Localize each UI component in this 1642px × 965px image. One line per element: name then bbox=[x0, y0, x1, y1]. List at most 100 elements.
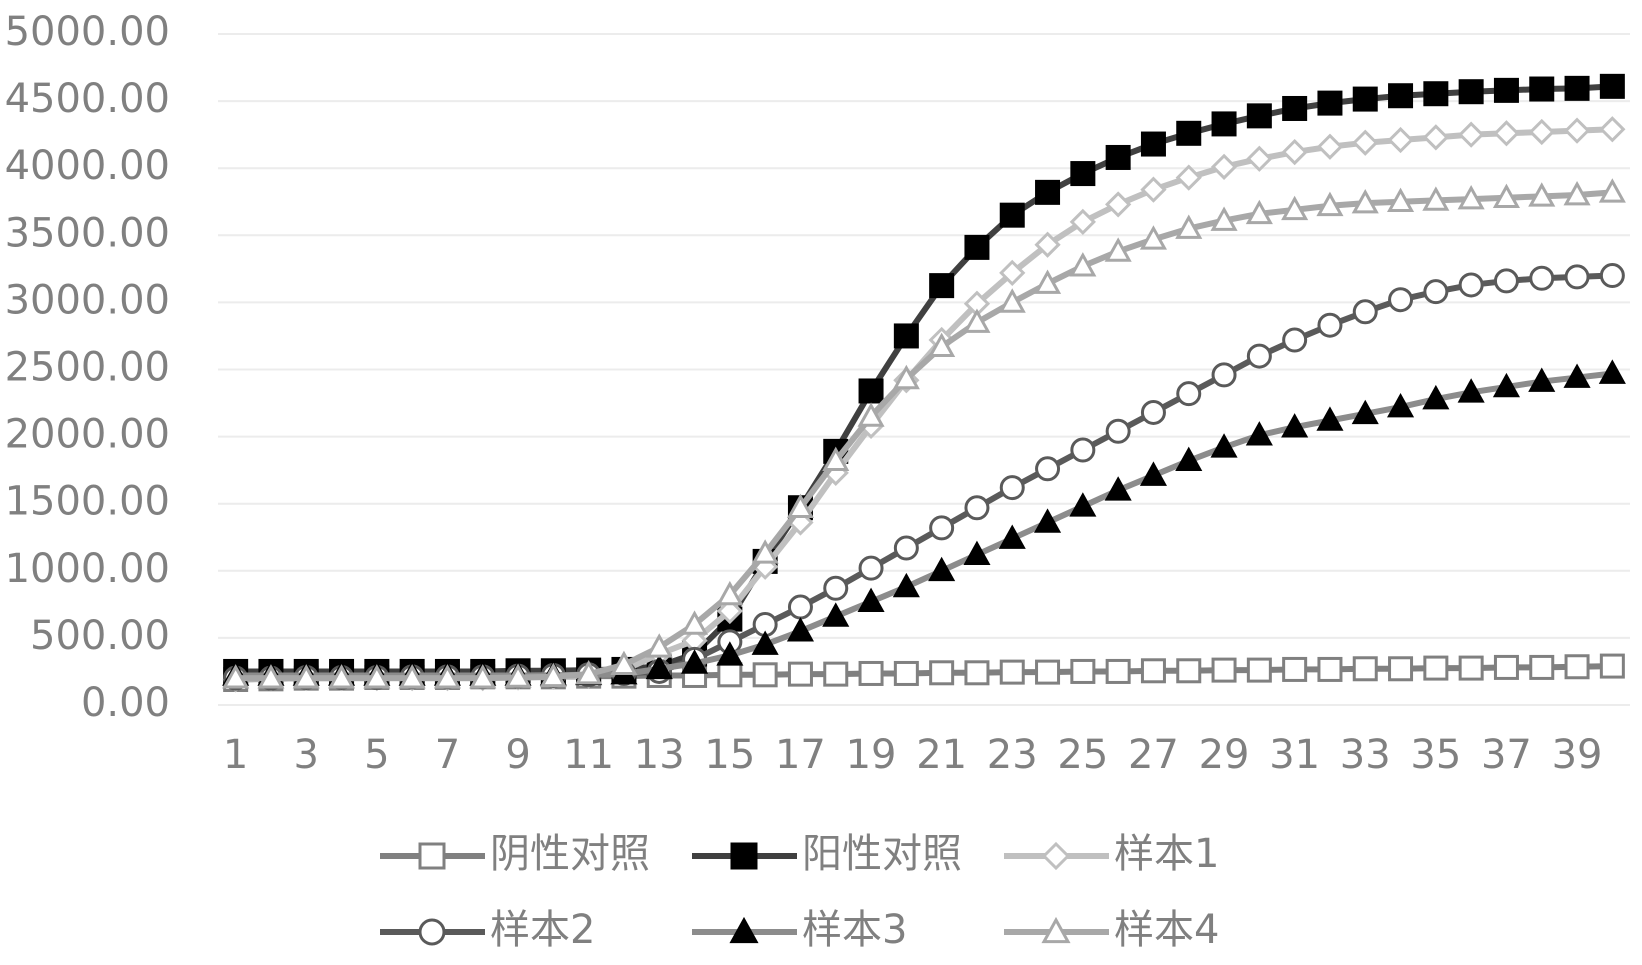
marker bbox=[1246, 103, 1272, 129]
marker bbox=[1529, 76, 1555, 102]
marker bbox=[1210, 206, 1238, 231]
marker bbox=[998, 524, 1026, 549]
marker bbox=[1563, 180, 1591, 206]
marker bbox=[1034, 269, 1062, 294]
marker bbox=[1245, 421, 1273, 446]
marker bbox=[1175, 446, 1203, 472]
series-line bbox=[235, 272, 1613, 682]
x-tick-label: 21 bbox=[916, 732, 967, 778]
marker bbox=[1563, 117, 1591, 144]
marker bbox=[1246, 657, 1272, 683]
marker bbox=[892, 572, 920, 598]
marker bbox=[1245, 199, 1273, 225]
marker bbox=[328, 664, 356, 689]
marker bbox=[1563, 363, 1591, 388]
marker bbox=[1599, 263, 1625, 289]
series-line bbox=[235, 370, 1613, 679]
marker bbox=[823, 661, 849, 687]
marker bbox=[1316, 191, 1344, 217]
marker bbox=[1034, 508, 1062, 533]
marker bbox=[787, 661, 813, 687]
marker bbox=[716, 580, 744, 606]
marker bbox=[1598, 178, 1626, 203]
marker bbox=[1598, 359, 1626, 384]
marker bbox=[1564, 654, 1590, 680]
marker bbox=[1599, 653, 1625, 679]
marker bbox=[858, 555, 884, 581]
marker bbox=[1175, 214, 1203, 239]
marker bbox=[433, 664, 461, 689]
marker bbox=[1492, 372, 1520, 398]
legend-marker bbox=[1041, 841, 1071, 871]
marker bbox=[1104, 237, 1132, 262]
y-tick-label: 2500.00 bbox=[5, 345, 170, 391]
x-tick-label: 7 bbox=[435, 732, 460, 778]
marker bbox=[257, 664, 285, 689]
marker bbox=[1423, 655, 1449, 681]
marker bbox=[575, 660, 603, 685]
marker bbox=[539, 662, 567, 688]
marker bbox=[716, 597, 743, 625]
marker bbox=[823, 575, 849, 601]
marker bbox=[786, 617, 814, 642]
marker bbox=[1139, 461, 1167, 486]
y-tick-label: 0.00 bbox=[81, 680, 170, 726]
x-tick-label: 1 bbox=[223, 732, 248, 778]
x-tick-label: 33 bbox=[1340, 732, 1391, 778]
marker bbox=[1035, 179, 1061, 205]
x-tick-label: 25 bbox=[1057, 732, 1108, 778]
marker bbox=[222, 664, 250, 689]
x-tick-label: 9 bbox=[505, 732, 530, 778]
marker bbox=[1529, 265, 1555, 291]
marker bbox=[822, 446, 850, 472]
marker bbox=[1492, 183, 1520, 209]
series-line bbox=[235, 83, 1613, 675]
marker bbox=[1069, 252, 1097, 277]
y-tick-label: 2000.00 bbox=[5, 412, 170, 458]
y-tick-label: 1500.00 bbox=[5, 479, 170, 525]
marker bbox=[1211, 111, 1237, 137]
marker bbox=[1387, 392, 1415, 418]
series-line bbox=[235, 189, 1613, 682]
marker bbox=[1528, 118, 1555, 146]
y-tick-label: 5000.00 bbox=[5, 9, 170, 55]
marker bbox=[1528, 367, 1556, 392]
marker bbox=[716, 641, 744, 666]
marker bbox=[1281, 138, 1308, 166]
legend-label: 样本2 bbox=[490, 907, 595, 953]
marker bbox=[1493, 654, 1519, 680]
legend-marker bbox=[418, 842, 446, 870]
marker bbox=[751, 630, 779, 655]
marker bbox=[681, 649, 709, 674]
marker bbox=[363, 664, 391, 689]
marker bbox=[1317, 90, 1343, 116]
marker bbox=[1139, 225, 1167, 250]
marker bbox=[1388, 656, 1414, 682]
x-tick-label: 31 bbox=[1269, 732, 1320, 778]
marker bbox=[1105, 191, 1132, 218]
marker bbox=[1458, 121, 1485, 148]
y-tick-label: 500.00 bbox=[30, 613, 170, 659]
marker bbox=[928, 332, 956, 357]
marker bbox=[1351, 399, 1379, 425]
marker bbox=[1564, 75, 1590, 101]
marker bbox=[1176, 658, 1202, 684]
x-tick-label: 35 bbox=[1410, 732, 1461, 778]
marker bbox=[1388, 287, 1414, 313]
y-tick-label: 4000.00 bbox=[5, 143, 170, 189]
marker bbox=[1246, 343, 1272, 369]
marker bbox=[1034, 231, 1061, 258]
marker bbox=[1282, 327, 1308, 353]
marker bbox=[1210, 433, 1238, 458]
marker bbox=[929, 515, 955, 541]
legend-marker bbox=[418, 918, 446, 946]
legend-marker bbox=[1041, 916, 1071, 944]
marker bbox=[1352, 656, 1378, 682]
marker bbox=[787, 594, 813, 620]
x-tick-label: 3 bbox=[294, 732, 319, 778]
marker bbox=[999, 202, 1025, 228]
x-tick-label: 5 bbox=[364, 732, 389, 778]
marker bbox=[1493, 77, 1519, 103]
marker bbox=[999, 475, 1025, 501]
